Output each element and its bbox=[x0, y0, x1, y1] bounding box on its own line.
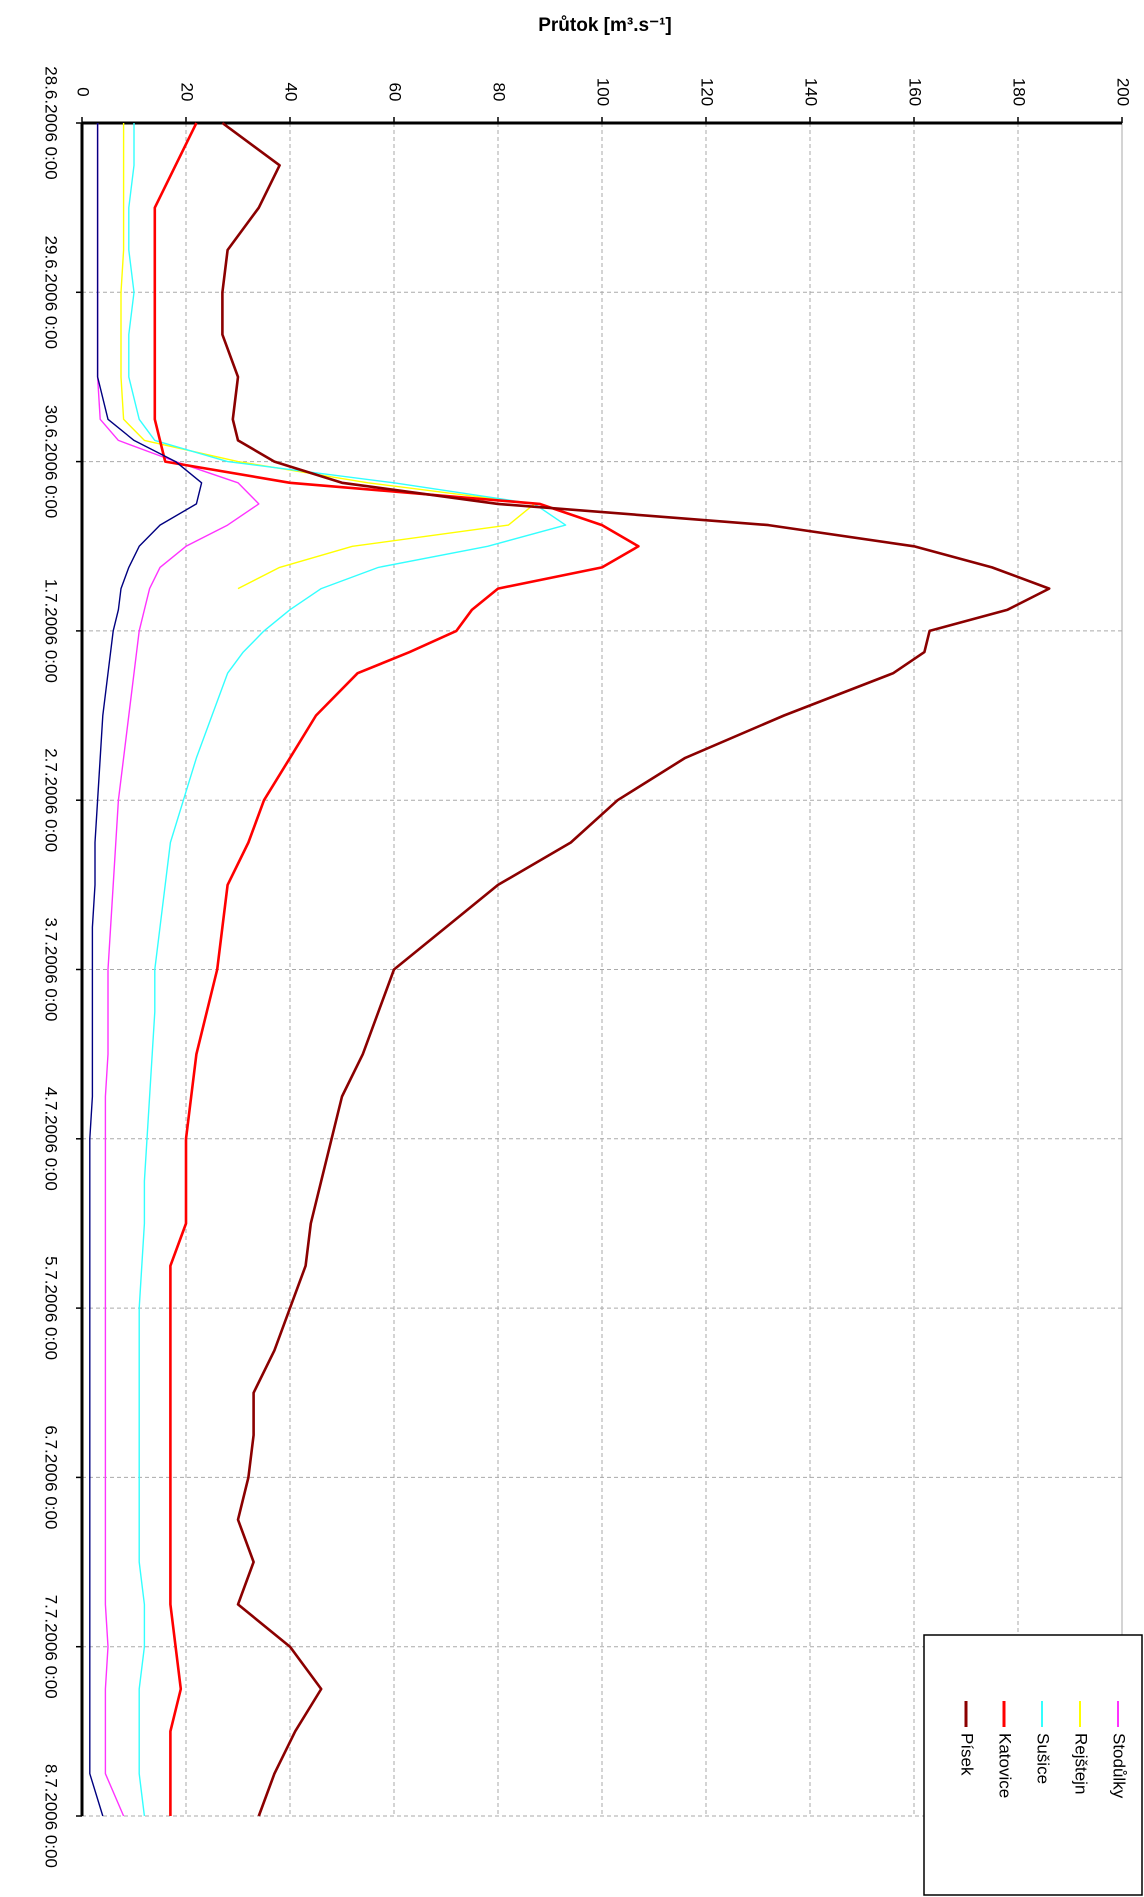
y-tick-label: 200 bbox=[1114, 78, 1133, 106]
series-line bbox=[120, 123, 536, 590]
series-line bbox=[89, 123, 203, 1817]
y-tick-label: 140 bbox=[802, 78, 821, 106]
x-tick-label: 28.6.2006 0:00 bbox=[42, 66, 61, 179]
legend-box bbox=[923, 1634, 1143, 1896]
x-tick-label: 5.7.2006 0:00 bbox=[42, 1256, 61, 1360]
x-tick-label: 4.7.2006 0:00 bbox=[42, 1087, 61, 1191]
x-tick-label: 8.7.2006 0:00 bbox=[42, 1764, 61, 1868]
x-tick-label: 30.6.2006 0:00 bbox=[42, 405, 61, 518]
legend-label: Rejštejn bbox=[1072, 1733, 1091, 1794]
series-line bbox=[221, 121, 1051, 1817]
y-tick-label: 80 bbox=[490, 83, 509, 102]
legend-label: Písek bbox=[958, 1733, 977, 1776]
y-tick-label: 20 bbox=[178, 83, 197, 102]
x-tick-label: 7.7.2006 0:00 bbox=[42, 1595, 61, 1699]
x-tick-label: 3.7.2006 0:00 bbox=[42, 918, 61, 1022]
x-tick-label: 1.7.2006 0:00 bbox=[42, 579, 61, 683]
x-tick-label: 29.6.2006 0:00 bbox=[42, 236, 61, 349]
legend-label: Sušice bbox=[1034, 1733, 1053, 1784]
y-tick-label: 160 bbox=[906, 78, 925, 106]
series-line bbox=[128, 123, 567, 1817]
y-tick-label: 180 bbox=[1010, 78, 1029, 106]
x-tick-label: 6.7.2006 0:00 bbox=[42, 1425, 61, 1529]
y-tick-label: 0 bbox=[74, 87, 93, 96]
legend-label: Stodůlky bbox=[1110, 1733, 1129, 1799]
y-tick-label: 100 bbox=[594, 78, 613, 106]
legend-label: Katovice bbox=[996, 1733, 1015, 1798]
series-line bbox=[153, 122, 640, 1816]
chart-title: Průtok [m³.s⁻¹] bbox=[538, 15, 672, 36]
series-line bbox=[96, 123, 260, 1817]
x-tick-label: 2.7.2006 0:00 bbox=[42, 748, 61, 852]
y-tick-label: 120 bbox=[698, 78, 717, 106]
y-tick-label: 60 bbox=[386, 83, 405, 102]
y-tick-label: 40 bbox=[282, 83, 301, 102]
